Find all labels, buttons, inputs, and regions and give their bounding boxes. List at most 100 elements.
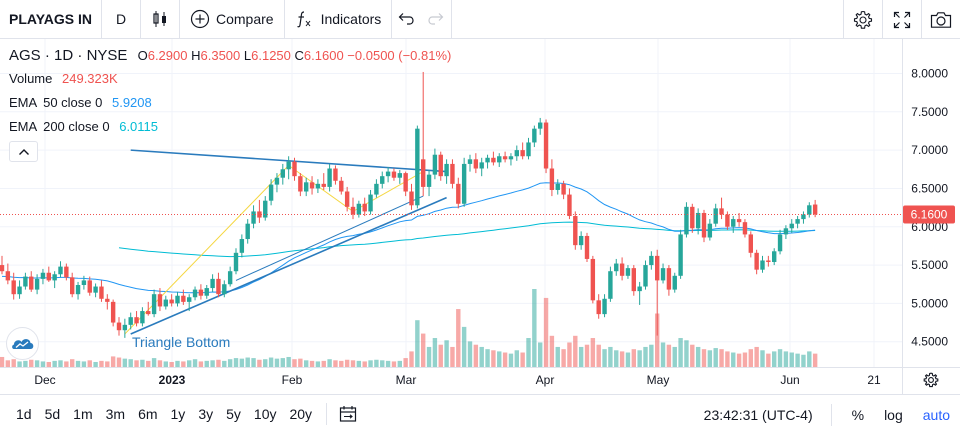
legend-ema50-row[interactable]: EMA 50 close 0 5.9208 bbox=[9, 95, 152, 110]
legend-ema200-row[interactable]: EMA 200 close 0 6.0115 bbox=[9, 119, 158, 134]
volume-bar bbox=[344, 359, 350, 367]
volume-bar bbox=[444, 340, 449, 367]
symbol-search[interactable]: PLAYAGS IN bbox=[0, 0, 102, 39]
candle-body bbox=[584, 235, 590, 259]
indicators-button[interactable]: Indicators bbox=[285, 0, 393, 39]
y-tick-label: 5.0000 bbox=[911, 296, 948, 310]
candle-body bbox=[356, 203, 362, 215]
volume-bar bbox=[391, 361, 397, 367]
candle-body bbox=[315, 183, 321, 189]
range-20y[interactable]: 20y bbox=[289, 406, 313, 422]
candle-body bbox=[11, 280, 16, 295]
candle-body bbox=[339, 180, 344, 192]
candle-body bbox=[590, 258, 596, 301]
range-1m[interactable]: 1m bbox=[73, 406, 93, 422]
compare-button[interactable]: Compare bbox=[180, 0, 285, 39]
candle-body bbox=[169, 299, 174, 304]
x-tick-label: May bbox=[647, 373, 670, 387]
volume-bar bbox=[116, 357, 122, 367]
volume-bar bbox=[695, 346, 701, 367]
legend-volume-row[interactable]: Volume 249.323K bbox=[9, 71, 118, 86]
volume-bar bbox=[573, 335, 578, 367]
volume-bar bbox=[608, 346, 613, 367]
volume-bar bbox=[713, 348, 718, 367]
auto-scale-toggle[interactable]: auto bbox=[922, 406, 950, 423]
settings-button[interactable] bbox=[843, 0, 882, 39]
candle-body bbox=[46, 272, 51, 281]
volume-bar bbox=[321, 360, 326, 367]
candle-body bbox=[467, 159, 473, 164]
ema50-value: 5.9208 bbox=[111, 95, 152, 110]
fullscreen-button[interactable] bbox=[882, 0, 921, 39]
y-tick-label: 4.5000 bbox=[911, 335, 948, 349]
volume-bar bbox=[216, 359, 221, 367]
x-tick-label: 2023 bbox=[159, 373, 186, 387]
date-range-list: 1d 5d 1m 3m 6m 1y 3y 5y 10y 20y bbox=[0, 406, 312, 422]
close-label: C bbox=[294, 48, 304, 63]
volume-bar bbox=[46, 361, 51, 367]
candle-body bbox=[526, 142, 531, 157]
log-scale-toggle[interactable]: log bbox=[884, 406, 903, 423]
range-6m[interactable]: 6m bbox=[138, 406, 158, 422]
volume-bar bbox=[157, 360, 163, 367]
range-5d[interactable]: 5d bbox=[44, 406, 61, 422]
legend-main-row[interactable]: AGS · 1D · NYSE O6.2900 H6.3500 L6.1250 … bbox=[9, 47, 451, 64]
volume-bar bbox=[105, 361, 110, 367]
range-3y[interactable]: 3y bbox=[198, 406, 214, 422]
chart-type-button[interactable] bbox=[141, 0, 180, 39]
y-tick-label: 7.5000 bbox=[911, 105, 948, 119]
volume-bar bbox=[274, 358, 280, 367]
inner-trendline bbox=[235, 195, 424, 281]
candle-body bbox=[29, 276, 34, 290]
candle-body bbox=[362, 203, 367, 212]
redo-button[interactable] bbox=[420, 0, 453, 39]
volume-bar bbox=[783, 351, 789, 367]
volume-bar bbox=[614, 350, 619, 367]
candle-body bbox=[795, 219, 800, 224]
volume-bar bbox=[538, 342, 543, 367]
tradingview-logo[interactable] bbox=[6, 327, 39, 360]
volume-bar bbox=[204, 360, 209, 367]
volume-bar bbox=[491, 350, 496, 367]
range-1d[interactable]: 1d bbox=[16, 406, 32, 422]
candle-body bbox=[368, 194, 373, 212]
candle-body bbox=[678, 234, 683, 276]
volume-bar bbox=[298, 358, 303, 367]
volume-bar bbox=[122, 358, 128, 367]
volume-bar bbox=[227, 359, 233, 367]
volume-bar bbox=[70, 359, 75, 367]
range-3m[interactable]: 3m bbox=[105, 406, 126, 422]
volume-bar bbox=[181, 361, 186, 367]
candle-body bbox=[555, 183, 560, 190]
volume-bar bbox=[0, 356, 5, 367]
volume-bar bbox=[339, 360, 344, 367]
volume-bar bbox=[187, 360, 192, 367]
legend-exchange: NYSE bbox=[86, 47, 128, 64]
legend-collapse-button[interactable] bbox=[9, 141, 38, 162]
volume-bar bbox=[502, 352, 508, 367]
candle-body bbox=[760, 260, 765, 270]
range-1y[interactable]: 1y bbox=[170, 406, 186, 422]
range-5y[interactable]: 5y bbox=[226, 406, 241, 422]
date-range-button[interactable] bbox=[339, 405, 357, 423]
candle-body bbox=[619, 263, 625, 276]
pattern-annotation[interactable]: Triangle Bottom bbox=[132, 334, 230, 350]
price-chart[interactable]: 8.00007.50007.00006.50006.00005.50005.00… bbox=[0, 39, 960, 394]
volume-bar bbox=[239, 358, 245, 367]
axis-settings-button[interactable] bbox=[923, 372, 939, 388]
undo-button[interactable] bbox=[392, 0, 420, 39]
candle-body bbox=[245, 223, 250, 240]
volume-bar bbox=[672, 346, 677, 367]
volume-bar bbox=[485, 349, 490, 367]
volume-bar bbox=[309, 360, 315, 367]
percent-scale-toggle[interactable]: % bbox=[851, 406, 865, 423]
volume-bar bbox=[29, 359, 34, 367]
candle-body bbox=[263, 200, 268, 218]
range-10y[interactable]: 10y bbox=[253, 406, 277, 422]
interval-button[interactable]: D bbox=[102, 0, 141, 39]
snapshot-button[interactable] bbox=[921, 0, 960, 39]
clock[interactable]: 23:42:31 (UTC-4) bbox=[703, 406, 813, 423]
candle-body bbox=[461, 163, 467, 204]
volume-bar bbox=[280, 358, 285, 367]
volume-bar bbox=[175, 360, 180, 367]
